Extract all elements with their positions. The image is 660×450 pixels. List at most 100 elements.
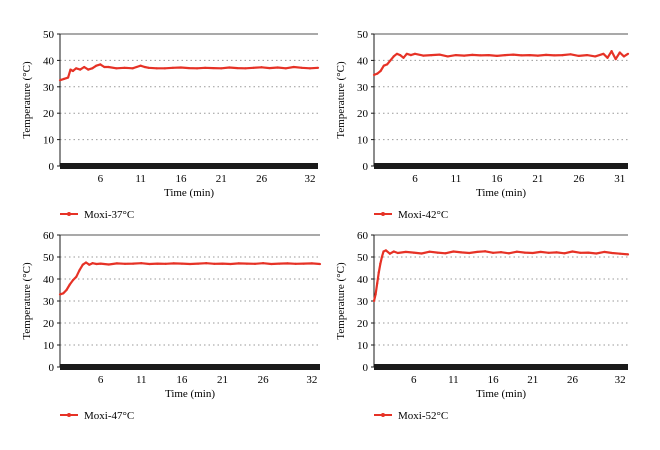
legend-label: Moxi-52°C <box>398 410 448 422</box>
data-point <box>308 67 312 70</box>
data-point <box>294 262 297 265</box>
data-point <box>286 262 289 265</box>
x-tick-label: 26 <box>573 173 585 185</box>
data-point <box>484 250 487 253</box>
data-point <box>284 67 287 70</box>
y-tick-label: 40 <box>43 55 55 67</box>
data-point <box>132 262 135 265</box>
data-point <box>84 261 88 264</box>
data-point <box>68 283 71 286</box>
data-point <box>221 262 224 265</box>
data-point <box>563 252 566 255</box>
data-point <box>618 252 622 255</box>
data-point <box>594 55 597 58</box>
data-point <box>220 67 223 70</box>
data-point <box>404 250 407 254</box>
y-tick-label: 30 <box>43 82 55 94</box>
y-tick-label: 60 <box>43 230 55 242</box>
series-line <box>372 249 629 302</box>
x-axis-title: Time (min) <box>476 187 526 199</box>
data-point <box>379 69 382 73</box>
data-point <box>402 56 405 59</box>
data-point <box>536 54 539 57</box>
data-point <box>62 77 66 80</box>
y-tick-label: 50 <box>357 29 369 41</box>
data-point <box>539 250 542 254</box>
data-point <box>372 73 376 77</box>
data-point <box>528 54 531 57</box>
data-point <box>292 65 295 69</box>
data-point <box>229 262 232 266</box>
data-point <box>140 262 143 265</box>
data-point <box>107 65 110 69</box>
data-point <box>171 66 174 69</box>
legend-label: Moxi-42°C <box>398 209 448 221</box>
x-axis-title: Time (min) <box>164 187 214 199</box>
data-point <box>555 251 558 254</box>
data-point <box>495 54 499 58</box>
data-point <box>569 53 572 56</box>
data-point <box>91 67 94 70</box>
data-point <box>512 53 515 56</box>
legend-label: Moxi-37°C <box>84 209 134 221</box>
data-point <box>553 54 556 57</box>
data-point <box>531 251 534 255</box>
data-point <box>164 262 167 265</box>
x-tick-label: 6 <box>412 173 418 185</box>
y-tick-label: 0 <box>363 161 369 173</box>
data-point <box>99 63 102 66</box>
data-point <box>139 64 142 67</box>
data-point <box>276 66 279 69</box>
y-tick-label: 20 <box>43 108 55 120</box>
data-point <box>244 67 247 70</box>
series-line <box>59 63 319 82</box>
y-tick-label: 10 <box>43 340 55 352</box>
data-point <box>479 54 482 57</box>
data-point <box>180 262 183 265</box>
data-point <box>561 54 564 57</box>
x-axis-title: Time (min) <box>476 388 526 400</box>
data-point <box>622 55 626 58</box>
data-point <box>270 262 273 266</box>
data-point <box>95 64 98 67</box>
data-point <box>595 252 598 255</box>
data-point <box>188 262 192 266</box>
x-tick-label: 16 <box>491 173 503 185</box>
data-point <box>377 271 380 274</box>
data-point <box>460 251 463 254</box>
data-point <box>65 288 68 292</box>
x-tick-label: 26 <box>256 173 268 185</box>
data-point <box>436 251 439 254</box>
x-tick-label: 26 <box>258 374 270 386</box>
data-point <box>78 269 81 272</box>
x-tick-label: 21 <box>527 374 538 386</box>
data-point <box>310 262 313 265</box>
data-point <box>187 66 191 70</box>
y-tick-label: 0 <box>49 362 55 374</box>
y-axis-title: Temperature (°C) <box>335 262 347 340</box>
data-point <box>316 66 320 69</box>
data-point <box>487 54 490 57</box>
data-point <box>471 53 474 56</box>
data-point <box>69 68 72 71</box>
x-axis-bar <box>60 364 320 370</box>
x-axis-title: Time (min) <box>165 388 215 400</box>
data-point <box>405 52 408 55</box>
data-point <box>399 54 402 57</box>
data-point <box>523 251 526 254</box>
data-point <box>382 64 385 67</box>
data-point <box>212 66 215 70</box>
data-point <box>587 251 590 254</box>
x-axis-bar <box>374 163 628 169</box>
y-tick-label: 20 <box>357 318 369 330</box>
data-point <box>204 66 207 69</box>
data-point <box>318 262 322 266</box>
y-tick-label: 50 <box>43 252 55 264</box>
data-point <box>87 68 90 71</box>
x-tick-label: 32 <box>304 173 315 185</box>
data-point <box>579 251 582 254</box>
data-point <box>91 262 94 265</box>
data-point <box>438 53 441 56</box>
x-axis-bar <box>60 163 318 169</box>
data-point <box>428 250 431 253</box>
